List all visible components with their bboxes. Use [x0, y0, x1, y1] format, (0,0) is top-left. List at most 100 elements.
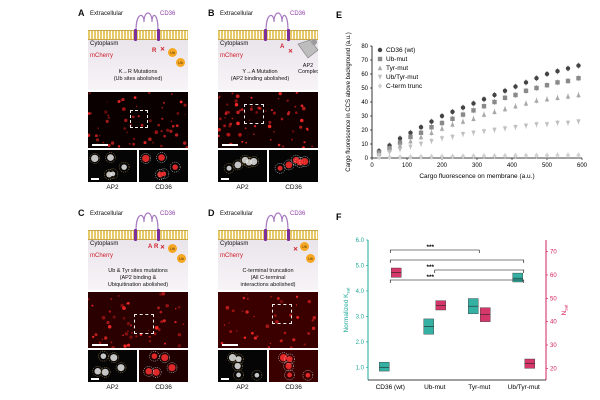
punctum	[160, 144, 163, 148]
left-tick-label: 5.0	[356, 263, 365, 269]
punctum	[126, 301, 130, 305]
membrane	[218, 30, 318, 40]
punctum	[171, 93, 173, 95]
cd36-label: CD36	[290, 11, 306, 17]
punctum	[137, 115, 140, 118]
data-point	[471, 153, 476, 159]
punctum	[269, 342, 272, 345]
punctum	[234, 362, 241, 370]
panel-a-schematic: Extracellular CD36 Cytoplasm mCherry Ub …	[88, 8, 188, 90]
data-point	[481, 129, 487, 134]
punctum	[100, 353, 107, 359]
mutation-subtitle: (AP2 binding abolished)	[230, 76, 290, 82]
punctum	[142, 154, 150, 163]
punctum	[110, 341, 113, 344]
punctum-outline	[118, 161, 130, 173]
data-point	[576, 119, 581, 125]
legend-label: C-term trunc	[386, 83, 423, 90]
punctum	[218, 95, 221, 98]
punctum	[279, 299, 284, 304]
punctum	[131, 115, 135, 119]
panel-c-schematic: Extracellular CD36 Cytoplasm mCherry Ub …	[88, 208, 188, 290]
punctum-outline	[108, 352, 120, 363]
ub-icon: Ub	[177, 254, 186, 263]
punctum	[135, 105, 138, 108]
data-point	[460, 132, 466, 137]
punctum-outline	[284, 369, 295, 381]
punctum	[299, 125, 303, 129]
punctum	[110, 354, 118, 362]
punctum	[94, 333, 98, 337]
punctum	[229, 330, 233, 334]
ub-icon: Ub	[306, 254, 315, 263]
extracellular-label: Extracellular	[90, 211, 124, 217]
extracellular-label: Extracellular	[220, 11, 254, 17]
punctum	[295, 295, 299, 298]
mutation-r-label: R	[154, 244, 159, 250]
punctum	[152, 141, 154, 144]
punctum	[148, 119, 152, 123]
zoom-region	[134, 314, 154, 334]
punctum	[226, 132, 230, 137]
punctum	[94, 134, 98, 138]
left-tick-label: 1.0	[356, 365, 365, 371]
data-point	[523, 88, 529, 93]
punctum-outline	[299, 156, 311, 167]
punctum	[273, 314, 277, 318]
data-point	[429, 130, 434, 135]
cd36-inset	[139, 150, 188, 182]
data-point	[408, 130, 413, 135]
punctum	[285, 362, 292, 370]
right-axis-label-sub: sat	[564, 304, 569, 311]
data-point	[492, 127, 497, 133]
punctum	[273, 131, 275, 133]
cd36-label: CD36	[290, 211, 306, 217]
punctum	[161, 171, 167, 177]
punctum	[110, 171, 116, 177]
punctum	[98, 341, 102, 345]
bracket-line	[389, 249, 480, 253]
punctum	[302, 106, 306, 111]
punctum	[267, 346, 270, 348]
bracket-line	[389, 279, 525, 283]
punctum	[158, 154, 165, 161]
punctum	[88, 92, 91, 95]
cd36-puncta	[220, 293, 317, 348]
punctum	[312, 316, 317, 320]
punctum	[110, 298, 113, 300]
punctum	[218, 134, 220, 138]
ksat-box	[512, 272, 523, 283]
punctum	[242, 296, 246, 300]
data-point	[534, 152, 539, 159]
scale-bar	[92, 144, 108, 146]
significance-bracket: ***	[427, 264, 525, 273]
tm-domain	[134, 29, 137, 41]
data-point	[460, 153, 466, 159]
y-tick-label: 0	[365, 156, 369, 162]
data-point	[376, 154, 382, 160]
punctum	[154, 325, 159, 330]
ap2-label: AP2	[236, 184, 249, 191]
ksat-box	[468, 298, 479, 315]
punctum	[117, 364, 125, 372]
ap2-inset	[218, 150, 267, 182]
ub-icon: Ub	[168, 244, 177, 253]
punctum	[148, 137, 152, 142]
scale-bar	[221, 178, 229, 180]
punctum	[311, 145, 314, 148]
data-point	[513, 152, 518, 159]
data-point	[502, 95, 508, 100]
punctum	[174, 133, 179, 137]
data-point	[565, 78, 571, 84]
data-point	[565, 152, 571, 158]
punctum	[245, 141, 247, 144]
cd36-puncta	[88, 292, 185, 348]
punctum	[162, 319, 166, 323]
punctum	[218, 96, 220, 99]
punctum	[253, 336, 257, 340]
tm-domain	[287, 29, 290, 41]
punctum-outline	[251, 369, 263, 381]
punctum	[177, 305, 181, 309]
punctum	[277, 98, 280, 100]
data-point	[481, 104, 487, 109]
